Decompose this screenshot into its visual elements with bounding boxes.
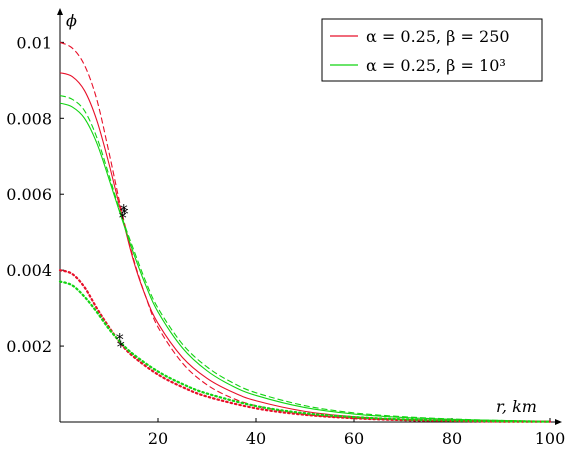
series-line-solid-2 xyxy=(59,102,551,422)
y-tick-label: 0.002 xyxy=(6,337,52,356)
asterisk-marker-3: * xyxy=(116,329,124,348)
legend-label-green: α = 0.25, β = 10³ xyxy=(366,56,506,75)
x-tick-label: 100 xyxy=(535,429,566,448)
asterisk-marker-0: * xyxy=(119,208,127,227)
y-tick-label: 0.008 xyxy=(6,109,52,128)
legend-label-red: α = 0.25, β = 250 xyxy=(366,27,510,46)
x-tick-label: 40 xyxy=(246,429,266,448)
asterisk-marker-1: * xyxy=(121,204,129,223)
legend-box xyxy=(321,18,543,82)
series-line-dotted-5 xyxy=(58,280,552,423)
asterisk-marker-2: * xyxy=(120,200,128,219)
series-line-dashed-3 xyxy=(59,94,551,422)
y-axis-arrow xyxy=(57,8,63,15)
legend: α = 0.25, β = 250 α = 0.25, β = 10³ xyxy=(321,18,543,82)
plot-area xyxy=(57,8,562,425)
y-axis-label: ϕ xyxy=(66,11,77,30)
y-tick-label: 0.006 xyxy=(6,185,52,204)
x-tick-label: 60 xyxy=(344,429,364,448)
asterisk-marker-4: * xyxy=(117,337,125,356)
y-tick-label: 0.01 xyxy=(16,33,52,52)
series-line-dashed-1 xyxy=(59,41,551,423)
y-tick-label: 0.004 xyxy=(6,261,52,280)
marker-layer: ***** xyxy=(116,200,129,356)
x-axis-label: r, km xyxy=(496,397,537,416)
x-tick-label: 80 xyxy=(442,429,462,448)
series-line-dotted-4 xyxy=(58,269,552,423)
series-line-solid-0 xyxy=(59,72,551,423)
series-layer xyxy=(58,41,552,423)
x-axis-arrow xyxy=(555,419,562,425)
x-tick-label: 20 xyxy=(148,429,168,448)
y-ticks: 0.002 0.004 0.006 0.008 0.01 xyxy=(6,33,64,356)
